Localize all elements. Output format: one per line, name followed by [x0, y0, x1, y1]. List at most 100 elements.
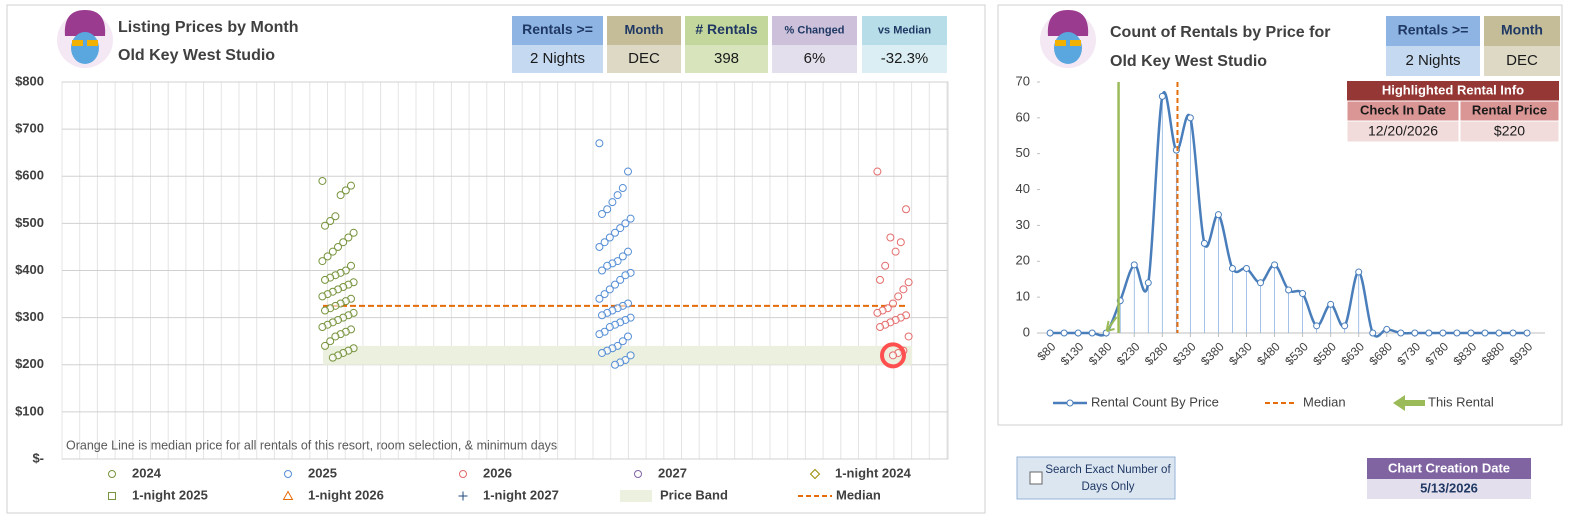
y-tick-label: $800 — [15, 73, 44, 88]
info-value: 2 Nights — [530, 50, 585, 67]
data-point — [876, 323, 884, 332]
info-value: 398 — [714, 50, 739, 67]
data-point — [603, 205, 612, 214]
chart-subtitle: Old Key West Studio — [118, 47, 275, 64]
logo-glasses — [87, 40, 98, 46]
data-point — [1074, 329, 1082, 337]
data-point — [1369, 329, 1377, 337]
data-point — [344, 233, 353, 242]
data-point — [873, 167, 882, 176]
data-point — [1411, 329, 1419, 337]
legend-swatch — [1066, 399, 1074, 407]
legend-marker — [282, 490, 294, 500]
data-point — [1186, 114, 1194, 122]
data-point — [347, 261, 355, 270]
logo-glasses — [1055, 40, 1066, 46]
data-point — [331, 332, 340, 341]
data-point — [1046, 329, 1054, 337]
data-point — [873, 308, 882, 317]
data-point — [621, 271, 630, 280]
legend-label: 1-night 2026 — [308, 487, 384, 502]
data-point — [603, 261, 612, 270]
data-point — [339, 238, 348, 247]
info-header-bg — [862, 16, 947, 45]
data-point — [626, 351, 635, 360]
legend-label: Median — [1303, 394, 1346, 409]
legend-label: Median — [836, 487, 881, 502]
data-point — [1327, 300, 1335, 308]
y-tick-label: 10 — [1016, 289, 1030, 304]
data-point — [902, 205, 910, 214]
data-point — [349, 228, 358, 237]
info-header: % Changed — [785, 24, 845, 36]
data-point — [881, 261, 890, 270]
checkbox-panel[interactable] — [1016, 456, 1176, 500]
legend-label: 2026 — [483, 465, 512, 480]
data-point — [598, 311, 606, 320]
chart-subtitle: Old Key West Studio — [1110, 53, 1267, 70]
creation-label: Chart Creation Date — [1388, 460, 1510, 475]
checkbox-label-line[interactable]: Search Exact Number of — [1045, 464, 1171, 476]
data-point — [598, 348, 606, 357]
data-point — [611, 360, 619, 369]
info-header-bg — [607, 16, 681, 45]
data-point — [321, 306, 329, 315]
data-point — [321, 341, 329, 350]
data-point — [624, 247, 632, 256]
highlight-header: Rental Price — [1472, 102, 1547, 117]
legend-label: 2027 — [658, 465, 687, 480]
data-point — [334, 242, 342, 251]
data-point — [1060, 329, 1068, 337]
data-point — [611, 228, 619, 237]
legend-marker — [108, 492, 116, 500]
checkbox-label[interactable]: Search Exact Number of Days Only — [1045, 464, 1171, 493]
data-point — [323, 252, 332, 261]
data-point — [618, 184, 627, 193]
data-point — [889, 299, 897, 308]
data-point — [1214, 211, 1222, 219]
data-point — [1523, 329, 1531, 337]
data-point — [318, 323, 327, 332]
y-tick-label: $600 — [15, 168, 44, 183]
legend-marker — [809, 468, 821, 480]
data-point — [1481, 329, 1489, 337]
info-header: Rentals >= — [522, 21, 593, 37]
data-point — [605, 233, 614, 242]
data-point — [1271, 261, 1279, 269]
highlight-header: Check In Date — [1360, 102, 1446, 117]
y-tick-label: 0 — [1023, 324, 1030, 339]
checkbox[interactable] — [1029, 471, 1043, 485]
data-point — [1509, 329, 1517, 337]
data-point — [624, 167, 632, 176]
data-point — [1200, 239, 1208, 247]
this-rental-arrow — [1105, 316, 1118, 332]
creation-value-bg — [1367, 479, 1531, 499]
creation-header-bg — [1367, 458, 1531, 479]
data-point — [347, 181, 355, 190]
data-point — [1158, 92, 1166, 100]
creation-date: 5/13/2026 — [1420, 480, 1478, 495]
data-point — [331, 212, 340, 221]
data-point — [321, 275, 329, 284]
highlight-title-bg — [1347, 81, 1559, 101]
legend-label: 2024 — [132, 465, 162, 480]
data-point — [1313, 322, 1321, 330]
data-point — [891, 247, 900, 256]
data-point — [336, 191, 345, 200]
logo — [57, 10, 113, 68]
data-point — [318, 292, 327, 301]
data-point — [876, 275, 884, 284]
info-value-bg — [1484, 46, 1560, 76]
legend-marker — [458, 491, 468, 501]
legend-marker — [634, 470, 642, 478]
data-point — [899, 285, 908, 294]
checkbox-label-line[interactable]: Days Only — [1081, 481, 1134, 493]
info-header-bg — [685, 16, 768, 45]
legend-marker — [108, 470, 116, 478]
data-point — [595, 330, 604, 339]
legend-label: 1-night 2024 — [835, 465, 912, 480]
info-header: vs Median — [878, 24, 931, 36]
data-point — [611, 280, 619, 289]
